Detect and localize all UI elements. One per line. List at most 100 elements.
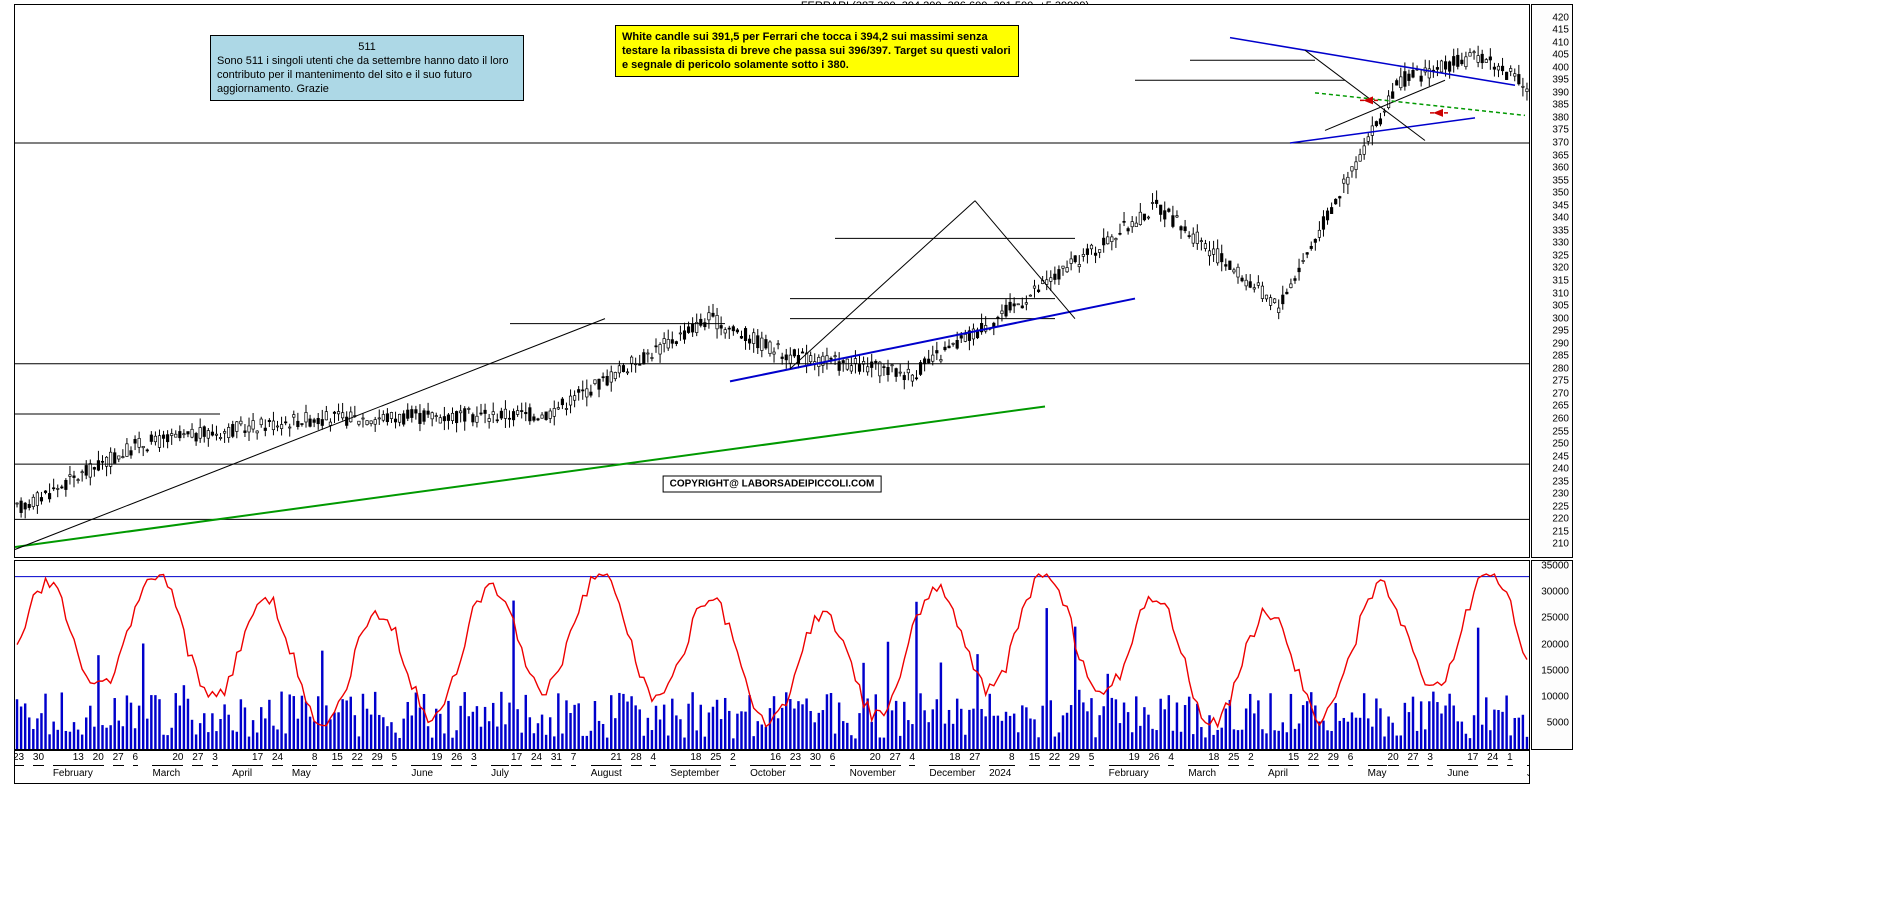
analysis-box-yellow: White candle sui 391,5 per Ferrari che t… <box>615 25 1019 77</box>
date-tick: 4 <box>909 751 915 781</box>
date-tick: 30 <box>33 751 44 781</box>
date-tick: 20 <box>1388 751 1399 781</box>
price-tick: 300 <box>1552 313 1569 324</box>
date-tick: 16 <box>770 751 781 781</box>
price-tick: 360 <box>1552 163 1569 174</box>
price-tick: 280 <box>1552 363 1569 374</box>
date-tick: 22 <box>1308 751 1319 781</box>
date-tick: 27 <box>113 751 124 781</box>
date-tick: 2 <box>730 751 736 781</box>
price-tick: 385 <box>1552 100 1569 111</box>
date-tick: 27 <box>192 751 203 781</box>
date-tick: 25 <box>1228 751 1239 781</box>
price-tick: 310 <box>1552 288 1569 299</box>
price-tick: 220 <box>1552 514 1569 525</box>
date-tick: 28 <box>631 751 642 781</box>
date-tick: 29 <box>1069 751 1080 781</box>
price-tick: 295 <box>1552 326 1569 337</box>
price-tick: 245 <box>1552 451 1569 462</box>
date-tick: April <box>1268 751 1288 781</box>
price-tick: 255 <box>1552 426 1569 437</box>
date-tick: 15 <box>332 751 343 781</box>
volume-tick: 30000 <box>1541 587 1569 598</box>
date-tick: 15 <box>1288 751 1299 781</box>
price-tick: 210 <box>1552 539 1569 550</box>
price-tick: 285 <box>1552 351 1569 362</box>
price-tick: 410 <box>1552 37 1569 48</box>
price-tick: 350 <box>1552 188 1569 199</box>
date-tick: 3 <box>471 751 477 781</box>
price-tick: 335 <box>1552 225 1569 236</box>
volume-oscillator-panel <box>14 560 1530 750</box>
date-tick: 29 <box>372 751 383 781</box>
price-tick: 395 <box>1552 75 1569 86</box>
date-tick: 5 <box>1089 751 1095 781</box>
date-tick: 18 <box>949 751 960 781</box>
date-tick: 23 <box>790 751 801 781</box>
price-tick: 265 <box>1552 401 1569 412</box>
price-tick: 375 <box>1552 125 1569 136</box>
price-tick: 250 <box>1552 439 1569 450</box>
date-tick: June <box>411 751 433 781</box>
date-tick: 29 <box>1328 751 1339 781</box>
date-tick: April <box>232 751 252 781</box>
date-tick: June <box>1447 751 1469 781</box>
price-tick: 330 <box>1552 238 1569 249</box>
date-tick: May <box>1368 751 1387 781</box>
date-tick: 26 <box>451 751 462 781</box>
date-tick: 25 <box>710 751 721 781</box>
date-tick: 26 <box>1149 751 1160 781</box>
date-tick: 4 <box>1168 751 1174 781</box>
volume-tick: 35000 <box>1541 561 1569 572</box>
date-tick: 23 <box>14 751 24 781</box>
date-tick: May <box>292 751 311 781</box>
date-tick: 13 <box>73 751 84 781</box>
price-y-axis: 2102152202252302352402452502552602652702… <box>1531 4 1573 558</box>
date-tick: 3 <box>1427 751 1433 781</box>
date-tick: 6 <box>1348 751 1354 781</box>
date-tick: July <box>1527 751 1530 781</box>
price-tick: 415 <box>1552 25 1569 36</box>
price-tick: 260 <box>1552 414 1569 425</box>
date-tick: 1 <box>1507 751 1513 781</box>
price-tick: 325 <box>1552 250 1569 261</box>
date-tick: 7 <box>571 751 577 781</box>
date-tick: 22 <box>1049 751 1060 781</box>
date-tick: 24 <box>531 751 542 781</box>
date-tick: 8 <box>1009 751 1015 781</box>
date-tick: 2 <box>1248 751 1254 781</box>
date-tick: 24 <box>272 751 283 781</box>
price-tick: 235 <box>1552 476 1569 487</box>
price-tick: 400 <box>1552 62 1569 73</box>
date-tick: 8 <box>312 751 318 781</box>
price-tick: 355 <box>1552 175 1569 186</box>
date-tick: 18 <box>690 751 701 781</box>
date-tick: July <box>491 751 509 781</box>
price-tick: 240 <box>1552 464 1569 475</box>
price-tick: 315 <box>1552 276 1569 287</box>
date-x-axis: 2330February1320276March20273April1724Ma… <box>14 750 1530 784</box>
date-tick: 21 <box>611 751 622 781</box>
volume-tick: 5000 <box>1547 717 1569 728</box>
date-tick: 24 <box>1487 751 1498 781</box>
price-tick: 405 <box>1552 50 1569 61</box>
date-tick: 2024 <box>989 751 1011 781</box>
date-tick: 3 <box>212 751 218 781</box>
date-tick: 15 <box>1029 751 1040 781</box>
date-tick: 27 <box>890 751 901 781</box>
price-tick: 380 <box>1552 112 1569 123</box>
date-tick: 31 <box>551 751 562 781</box>
date-tick: 6 <box>830 751 836 781</box>
date-tick: 19 <box>1129 751 1140 781</box>
price-tick: 215 <box>1552 526 1569 537</box>
date-tick: 19 <box>431 751 442 781</box>
date-tick: 27 <box>1407 751 1418 781</box>
date-tick: 18 <box>1208 751 1219 781</box>
price-tick: 345 <box>1552 200 1569 211</box>
price-chart-panel: 511 Sono 511 i singoli utenti che da set… <box>14 4 1530 558</box>
info-box-blue-body: Sono 511 i singoli utenti che da settemb… <box>217 54 517 96</box>
price-tick: 270 <box>1552 388 1569 399</box>
price-tick: 420 <box>1552 12 1569 23</box>
price-tick: 390 <box>1552 87 1569 98</box>
date-tick: 22 <box>352 751 363 781</box>
